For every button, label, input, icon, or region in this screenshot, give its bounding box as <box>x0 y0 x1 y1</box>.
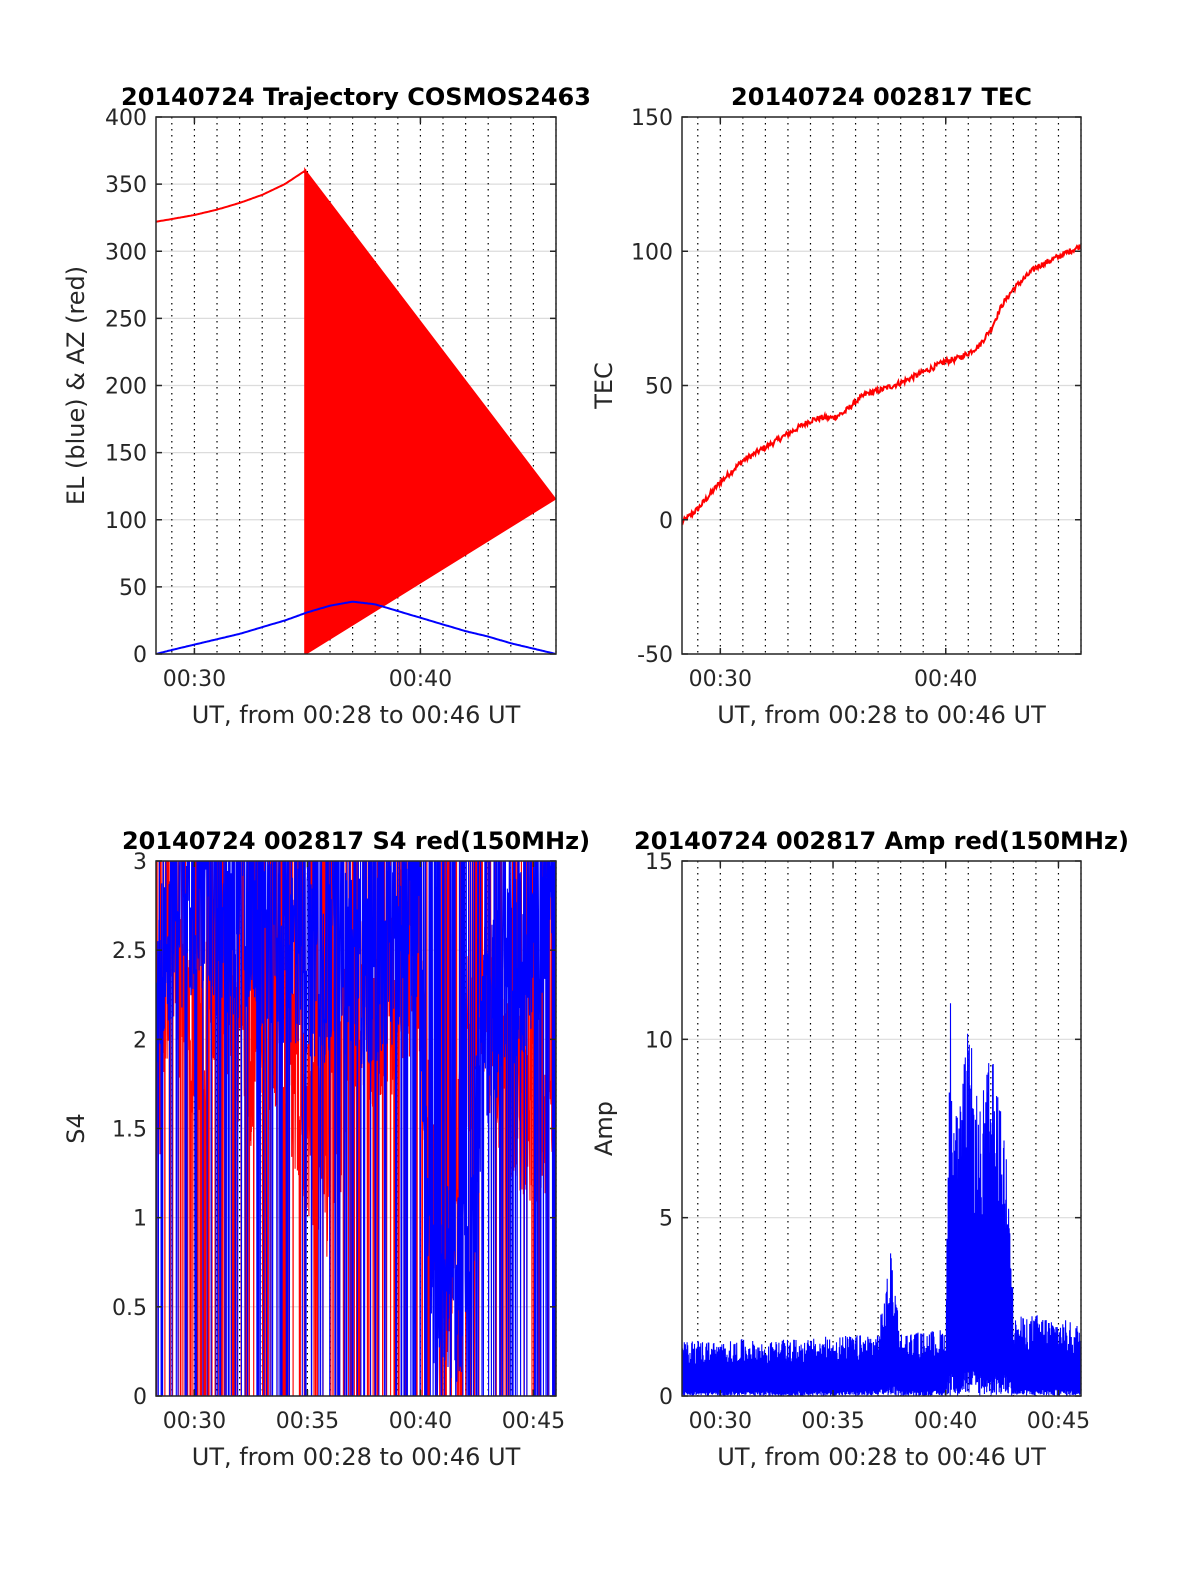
plot-area <box>156 861 556 1396</box>
x-tick-label: 00:30 <box>163 1409 226 1434</box>
y-tick-label: 400 <box>105 106 147 131</box>
y-tick-label: 10 <box>645 1028 673 1053</box>
y-tick-label: 0 <box>659 509 673 534</box>
y-tick-label: 2.5 <box>112 939 147 964</box>
y-tick-label: 2 <box>133 1028 147 1053</box>
series-line-red <box>682 244 1081 526</box>
y-tick-label: -50 <box>637 643 673 668</box>
y-axis-label: S4 <box>62 1113 90 1144</box>
plot-area <box>682 1003 1081 1396</box>
y-tick-label: 100 <box>631 240 673 265</box>
y-tick-label: 0 <box>133 1385 147 1410</box>
y-tick-label: 50 <box>645 375 673 400</box>
plot-area <box>156 166 556 654</box>
x-tick-label: 00:30 <box>163 667 226 692</box>
y-tick-label: 3 <box>133 850 147 875</box>
x-tick-label: 00:40 <box>389 667 452 692</box>
series-line-blue <box>682 1003 1081 1396</box>
y-tick-label: 50 <box>119 576 147 601</box>
x-tick-label: 00:30 <box>689 1409 752 1434</box>
chart-tec: -50 0 50 100 150 00:30 00:40 20140724 002817 TE… <box>590 83 1082 729</box>
chart-title: 20140724 Trajectory COSMOS2463 <box>121 83 591 111</box>
y-tick-label: 150 <box>631 106 673 131</box>
y-axis-label: EL (blue) & AZ (red) <box>62 266 90 505</box>
y-axis-label: Amp <box>590 1101 618 1156</box>
chart-traj: 0 50 100 150 200 250 300 350 400 00:30 00:40 201407… <box>62 83 591 729</box>
x-tick-label: 00:40 <box>914 667 977 692</box>
x-tick-label: 00:30 <box>689 667 752 692</box>
y-tick-label: 250 <box>105 307 147 332</box>
x-tick-label: 00:40 <box>389 1409 452 1434</box>
y-tick-label: 1 <box>133 1207 147 1232</box>
x-axis-label: UT, from 00:28 to 00:46 UT <box>717 1443 1046 1471</box>
y-tick-label: 100 <box>105 509 147 534</box>
x-tick-label: 00:45 <box>1027 1409 1090 1434</box>
y-tick-label: 350 <box>105 173 147 198</box>
y-tick-label: 5 <box>659 1207 673 1232</box>
series-line-blue <box>156 600 556 654</box>
chart-title: 20140724 002817 S4 red(150MHz) <box>122 827 590 855</box>
y-axis-label: TEC <box>590 362 618 410</box>
x-tick-label: 00:45 <box>502 1409 565 1434</box>
series-line-red <box>156 166 556 654</box>
y-tick-label: 300 <box>105 240 147 265</box>
y-tick-label: 0.5 <box>112 1296 147 1321</box>
x-tick-label: 00:35 <box>276 1409 339 1434</box>
plot-area <box>682 244 1081 526</box>
chart-s4: 0 0.5 1 1.5 2 2.5 3 00:30 00:35 00:40 00:45 2014072… <box>62 827 590 1471</box>
x-axis-label: UT, from 00:28 to 00:46 UT <box>717 701 1046 729</box>
y-tick-label: 200 <box>105 375 147 400</box>
y-tick-label: 0 <box>133 643 147 668</box>
x-tick-label: 00:40 <box>914 1409 977 1434</box>
y-tick-label: 1.5 <box>112 1118 147 1143</box>
x-axis-label: UT, from 00:28 to 00:46 UT <box>192 701 521 729</box>
x-tick-label: 00:35 <box>801 1409 864 1434</box>
chart-title: 20140724 002817 Amp red(150MHz) <box>634 827 1129 855</box>
x-axis-label: UT, from 00:28 to 00:46 UT <box>192 1443 521 1471</box>
chart-amp: 0 5 10 15 00:30 00:35 00:40 00:45 20140724 00281… <box>590 827 1129 1471</box>
chart-title: 20140724 002817 TEC <box>731 83 1032 111</box>
series-line-blue <box>156 861 556 1396</box>
y-tick-label: 0 <box>659 1385 673 1410</box>
y-tick-label: 15 <box>645 850 673 875</box>
axes-frame <box>681 860 1082 1397</box>
y-tick-label: 150 <box>105 442 147 467</box>
